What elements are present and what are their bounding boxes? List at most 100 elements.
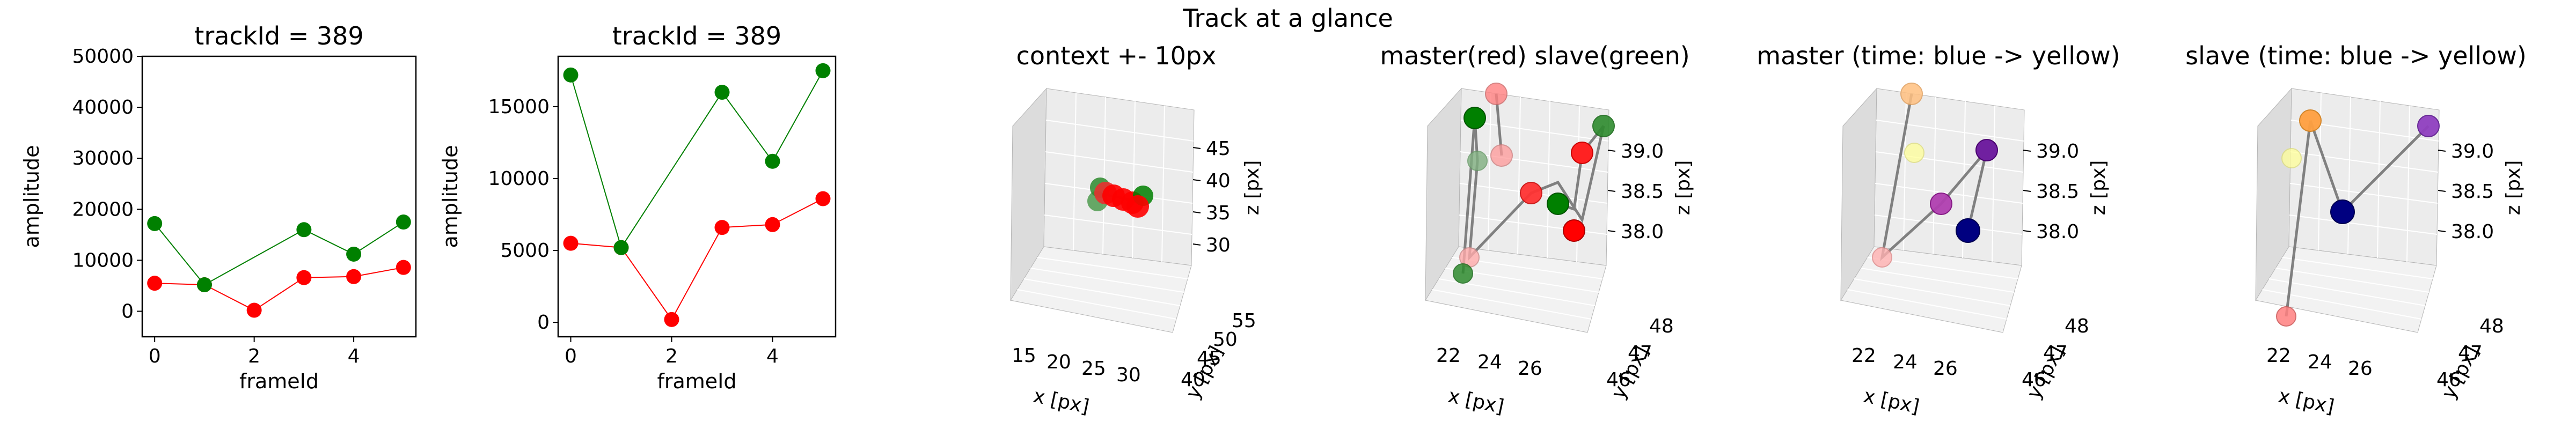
z-axis-label: z [px]: [2088, 160, 2110, 216]
y-tick-label: 47: [1628, 342, 1652, 364]
y-tick-label: 10000: [72, 249, 134, 271]
z-axis-label: z [px]: [1672, 160, 1694, 216]
z-tick-mark: [1192, 211, 1201, 213]
data-point: [815, 191, 831, 206]
figure-suptitle: Track at a glance: [1182, 4, 1393, 33]
y-tick-label: 5000: [500, 240, 550, 262]
grid-line: [1073, 92, 1077, 251]
grid-line: [1992, 105, 1995, 262]
data-point: [765, 217, 780, 232]
grid-line: [1847, 289, 2007, 320]
x-tick-label: 4: [348, 345, 360, 367]
z-tick-mark: [1192, 179, 1201, 181]
grid-line: [1933, 97, 1936, 255]
z-tick-label: 39.0: [2451, 140, 2494, 162]
x-axis-label: x [px]: [1446, 385, 1506, 418]
x-axis-label: x [px]: [2277, 385, 2336, 418]
z-tick-label: 39.0: [1621, 140, 1664, 162]
data-point: [196, 277, 212, 293]
grid-line: [2282, 257, 2433, 279]
grid-line: [1102, 97, 1106, 255]
data-point: [2276, 306, 2296, 327]
y-tick-label: 15000: [488, 96, 550, 118]
z-tick-label: 40: [1206, 170, 1231, 192]
data-point: [1463, 107, 1486, 129]
data-point: [2330, 199, 2355, 224]
y-axis-label: amplitude: [438, 145, 462, 248]
x-tick-label: 15: [1012, 345, 1036, 367]
z-tick-mark: [2023, 230, 2031, 232]
x-tick-label: 26: [2348, 358, 2373, 380]
track-line: [2285, 120, 2312, 317]
y-tick-label: 47: [2458, 342, 2483, 364]
y-tick-label: 20000: [72, 198, 134, 220]
grid-line: [1017, 289, 1177, 320]
pane-floor: [1010, 246, 1192, 333]
y-tick-label: 30000: [72, 147, 134, 169]
x-tick-label: 30: [1116, 364, 1141, 386]
grid-line: [1547, 101, 1550, 258]
x-tick-label: 24: [1477, 351, 1502, 373]
z-tick-mark: [1607, 230, 1616, 232]
chart-title: trackId = 389: [194, 21, 363, 50]
grid-line: [2268, 278, 2426, 306]
grid-line: [2290, 151, 2439, 173]
grid-line: [2275, 268, 2429, 293]
x-axis-label: x [px]: [1862, 385, 1921, 418]
z-axis-label: z [px]: [1241, 160, 1263, 216]
x-tick-label: 24: [1893, 351, 1918, 373]
data-point: [1904, 143, 1924, 163]
data-point: [2281, 148, 2302, 168]
data-point: [815, 63, 831, 78]
y-tick-label: 0: [537, 312, 550, 334]
track-line: [1467, 117, 1605, 261]
data-point: [1547, 193, 1569, 215]
grid-line: [2289, 214, 2438, 235]
z-tick-label: 30: [1206, 234, 1231, 256]
z-tick-mark: [1607, 150, 1616, 152]
z-tick-label: 39.0: [2036, 140, 2079, 162]
grid-line: [1488, 92, 1491, 251]
y-tick-label: 55: [1232, 310, 1256, 332]
z-tick-mark: [1607, 190, 1616, 192]
data-point: [664, 312, 679, 327]
y-tick-label: 10000: [488, 168, 550, 190]
z-axis-label: z [px]: [2502, 160, 2524, 216]
z-tick-label: 38.0: [1621, 221, 1664, 243]
y-tick-label: 46: [2436, 369, 2461, 391]
data-point: [1485, 83, 1507, 105]
data-point: [147, 216, 163, 231]
x-tick-label: 22: [1436, 345, 1461, 367]
z-tick-mark: [2438, 150, 2446, 152]
data-point: [714, 220, 730, 235]
data-point: [246, 302, 262, 318]
data-point: [1563, 219, 1585, 242]
grid-line: [1432, 289, 1592, 320]
data-point: [765, 153, 780, 169]
grid-line: [1854, 278, 2011, 306]
data-point: [1930, 193, 1952, 215]
x-tick-label: 24: [2308, 351, 2332, 373]
chart-title: trackId = 389: [612, 21, 781, 50]
data-point: [714, 85, 730, 100]
data-point: [1975, 139, 1998, 161]
series-line: [570, 70, 824, 249]
grid-line: [1037, 257, 1188, 279]
grid-line: [1861, 268, 2015, 293]
x-tick-label: 22: [1851, 345, 1876, 367]
x-tick-label: 2: [665, 345, 678, 367]
data-point: [563, 67, 579, 83]
series-line: [154, 221, 404, 286]
series-line: [155, 267, 404, 311]
x-tick-label: 26: [1933, 358, 1958, 380]
x-tick-label: 0: [565, 345, 577, 367]
pane-floor: [2255, 246, 2437, 333]
data-point: [147, 276, 163, 291]
x-axis-label: x [px]: [1031, 385, 1091, 418]
grid-line: [1161, 105, 1165, 262]
y-tick-label: 40000: [72, 97, 134, 119]
x-tick-label: 25: [1081, 358, 1106, 380]
x-axis-label: frameId: [239, 369, 319, 393]
